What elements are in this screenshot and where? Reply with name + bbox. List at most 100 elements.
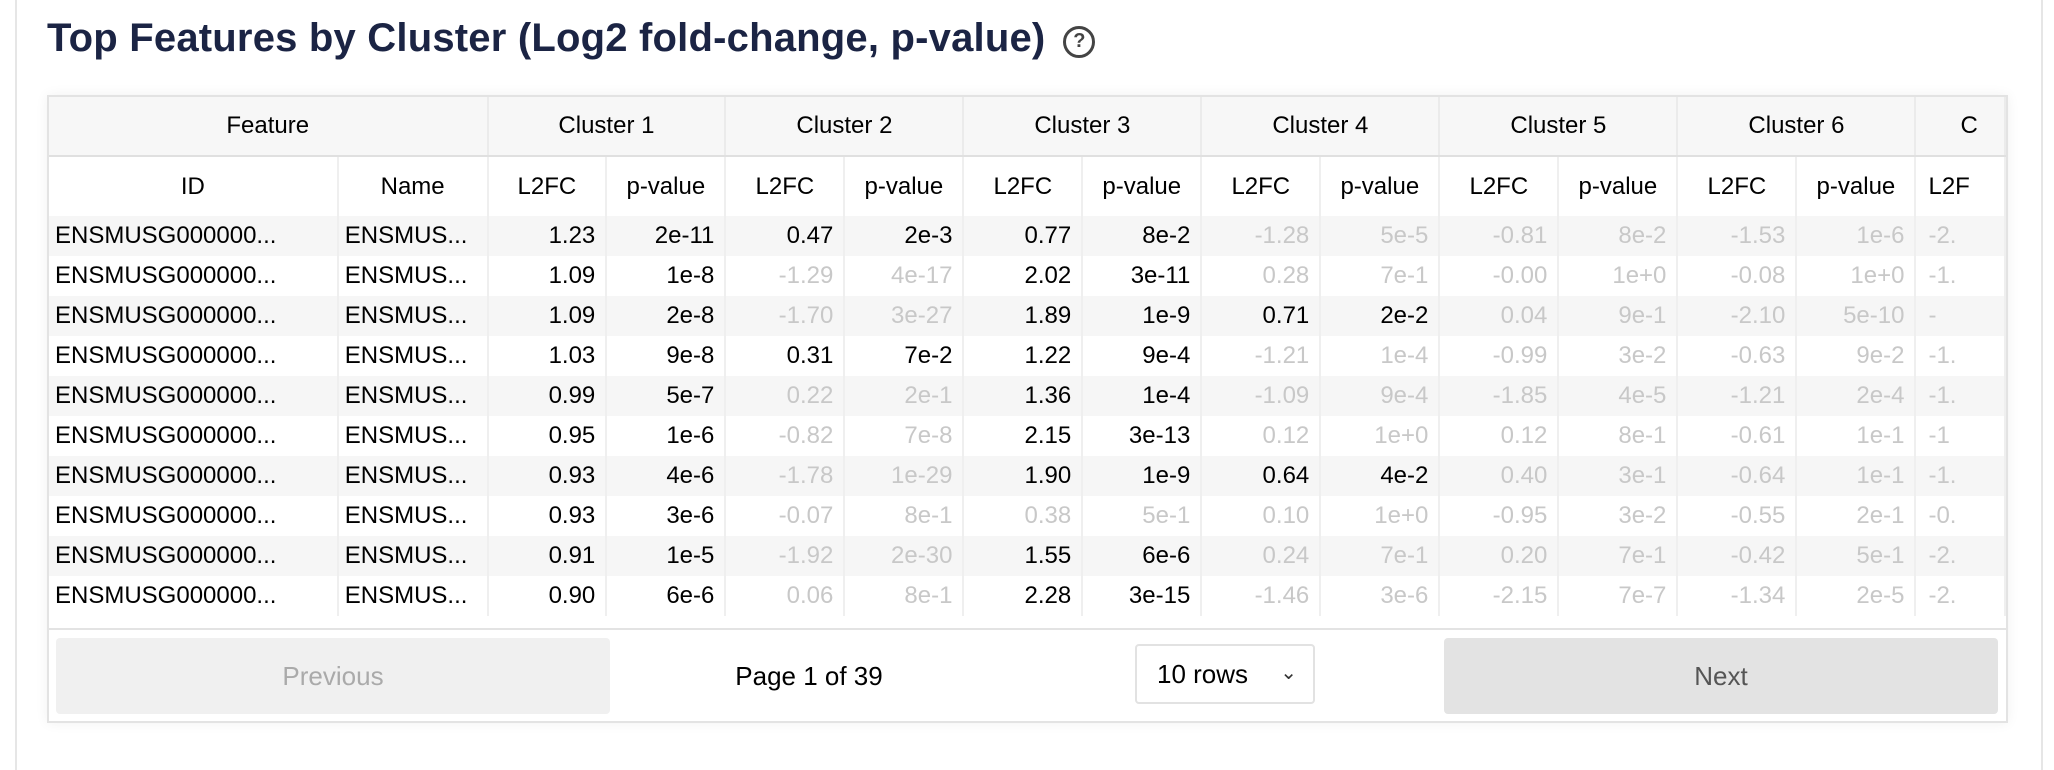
group-header-cluster-7: C: [1915, 97, 2006, 157]
table: Feature Cluster 1 Cluster 2 Cluster 3 Cluste…: [49, 97, 2006, 616]
p-value-cell: 8e-2: [1082, 216, 1203, 256]
p-value-cell: 1e-1: [1796, 416, 1917, 456]
feature-name-cell: ENSMUS...: [337, 336, 489, 376]
feature-id-cell: ENSMUSG000000...: [49, 296, 339, 336]
l2fc-cell: -0.64: [1677, 456, 1798, 496]
l2fc-cell: 0.28: [1201, 256, 1322, 296]
column-header-id[interactable]: ID: [49, 156, 339, 216]
p-value-cell: 3e-13: [1082, 416, 1203, 456]
column-header-l2fc[interactable]: L2FC: [963, 156, 1084, 216]
l2fc-cell: 0.91: [487, 536, 608, 576]
column-header-name[interactable]: Name: [337, 156, 489, 216]
table-row[interactable]: ENSMUSG000000... ENSMUS... 1.09 2e-8 -1.70 3e…: [49, 296, 2006, 336]
l2fc-cell: -1.78: [725, 456, 846, 496]
column-header-p-value[interactable]: p-value: [606, 156, 727, 216]
p-value-cell: 2e-3: [844, 216, 965, 256]
group-header-feature: Feature: [49, 97, 489, 157]
p-value-cell: 4e-5: [1558, 376, 1679, 416]
table-row[interactable]: ENSMUSG000000... ENSMUS... 1.03 9e-8 0.31 7e-…: [49, 336, 2006, 376]
group-header-cluster-4: Cluster 4: [1201, 97, 1441, 157]
l2fc-cell-partial: -1.: [1915, 456, 2006, 496]
p-value-cell: 1e-5: [606, 536, 727, 576]
chevron-down-icon: ⌄: [1280, 662, 1297, 684]
l2fc-cell: 0.47: [725, 216, 846, 256]
p-value-cell: 1e-8: [606, 256, 727, 296]
l2fc-cell: 0.24: [1201, 536, 1322, 576]
l2fc-cell: 1.09: [487, 256, 608, 296]
l2fc-cell-partial: -2.: [1915, 576, 2006, 616]
column-header-p-value[interactable]: p-value: [1082, 156, 1203, 216]
l2fc-cell: 0.12: [1201, 416, 1322, 456]
column-header-p-value[interactable]: p-value: [1796, 156, 1917, 216]
question-circle-icon[interactable]: ?: [1063, 25, 1096, 58]
column-header-p-value[interactable]: p-value: [844, 156, 965, 216]
l2fc-cell: 2.15: [963, 416, 1084, 456]
feature-name-cell: ENSMUS...: [337, 536, 489, 576]
l2fc-cell: -0.99: [1439, 336, 1560, 376]
l2fc-cell-partial: -: [1915, 296, 2006, 336]
table-row[interactable]: ENSMUSG000000... ENSMUS... 0.91 1e-5 -1.92 2e…: [49, 536, 2006, 576]
table-row[interactable]: ENSMUSG000000... ENSMUS... 1.09 1e-8 -1.29 4e…: [49, 256, 2006, 296]
table-row[interactable]: ENSMUSG000000... ENSMUS... 1.23 2e-11 0.47 2e…: [49, 216, 2006, 256]
rows-per-page-select[interactable]: 10 rows ⌄: [1135, 644, 1315, 704]
l2fc-cell: 0.90: [487, 576, 608, 616]
feature-name-cell: ENSMUS...: [337, 296, 489, 336]
l2fc-cell: -1.09: [1201, 376, 1322, 416]
l2fc-cell: -2.15: [1439, 576, 1560, 616]
p-value-cell: 8e-2: [1558, 216, 1679, 256]
feature-name-cell: ENSMUS...: [337, 576, 489, 616]
column-header-l2fc[interactable]: L2FC: [1677, 156, 1798, 216]
l2fc-cell: -0.61: [1677, 416, 1798, 456]
column-header-l2f[interactable]: L2F: [1915, 156, 2006, 216]
pagination: Previous Page 1 of 39 10 rows ⌄ Next: [49, 628, 2006, 721]
column-header-p-value[interactable]: p-value: [1320, 156, 1441, 216]
l2fc-cell: -1.28: [1201, 216, 1322, 256]
p-value-cell: 9e-2: [1796, 336, 1917, 376]
l2fc-cell: 1.03: [487, 336, 608, 376]
column-header-l2fc[interactable]: L2FC: [725, 156, 846, 216]
p-value-cell: 3e-2: [1558, 336, 1679, 376]
table-row[interactable]: ENSMUSG000000... ENSMUS... 0.99 5e-7 0.22 2e-…: [49, 376, 2006, 416]
column-header-l2fc[interactable]: L2FC: [487, 156, 608, 216]
group-header-cluster-5: Cluster 5: [1439, 97, 1679, 157]
table-row[interactable]: ENSMUSG000000... ENSMUS... 0.93 4e-6 -1.78 1e…: [49, 456, 2006, 496]
l2fc-cell: 0.06: [725, 576, 846, 616]
next-button[interactable]: Next: [1444, 638, 1998, 714]
p-value-cell: 2e-11: [606, 216, 727, 256]
l2fc-cell: 1.89: [963, 296, 1084, 336]
rows-select-value: 10 rows: [1157, 658, 1249, 689]
column-header-p-value[interactable]: p-value: [1558, 156, 1679, 216]
feature-name-cell: ENSMUS...: [337, 496, 489, 536]
l2fc-cell: -1.21: [1677, 376, 1798, 416]
feature-name-cell: ENSMUS...: [337, 216, 489, 256]
p-value-cell: 2e-1: [844, 376, 965, 416]
p-value-cell: 1e-1: [1796, 456, 1917, 496]
table-row[interactable]: ENSMUSG000000... ENSMUS... 0.93 3e-6 -0.07 8e…: [49, 496, 2006, 536]
p-value-cell: 6e-6: [1082, 536, 1203, 576]
p-value-cell: 3e-15: [1082, 576, 1203, 616]
feature-name-cell: ENSMUS...: [337, 416, 489, 456]
l2fc-cell-partial: -1.: [1915, 376, 2006, 416]
title-text: Top Features by Cluster (Log2 fold-chang…: [47, 16, 1046, 60]
l2fc-cell: 1.22: [963, 336, 1084, 376]
p-value-cell: 5e-10: [1796, 296, 1917, 336]
p-value-cell: 8e-1: [844, 496, 965, 536]
group-header-cluster-3: Cluster 3: [963, 97, 1203, 157]
table-row[interactable]: ENSMUSG000000... ENSMUS... 0.90 6e-6 0.06 8e-…: [49, 576, 2006, 616]
table-row[interactable]: ENSMUSG000000... ENSMUS... 0.95 1e-6 -0.82 7e…: [49, 416, 2006, 456]
feature-id-cell: ENSMUSG000000...: [49, 456, 339, 496]
previous-button[interactable]: Previous: [56, 638, 610, 714]
l2fc-cell: 0.99: [487, 376, 608, 416]
l2fc-cell: -0.82: [725, 416, 846, 456]
l2fc-cell: -0.55: [1677, 496, 1798, 536]
feature-id-cell: ENSMUSG000000...: [49, 216, 339, 256]
p-value-cell: 2e-4: [1796, 376, 1917, 416]
column-header-l2fc[interactable]: L2FC: [1439, 156, 1560, 216]
l2fc-cell: -0.08: [1677, 256, 1798, 296]
p-value-cell: 1e+0: [1320, 496, 1441, 536]
feature-id-cell: ENSMUSG000000...: [49, 496, 339, 536]
p-value-cell: 4e-2: [1320, 456, 1441, 496]
p-value-cell: 7e-8: [844, 416, 965, 456]
column-header-l2fc[interactable]: L2FC: [1201, 156, 1322, 216]
l2fc-cell: 0.20: [1439, 536, 1560, 576]
